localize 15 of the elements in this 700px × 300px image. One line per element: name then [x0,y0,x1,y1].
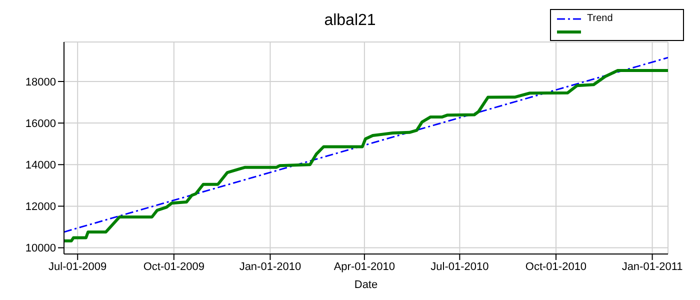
x-tick-label: Jan-01-2010 [239,260,302,273]
x-tick-label: Jan-01-2011 [622,260,683,273]
y-tick-label: 18000 [25,76,56,88]
chart-title: albal21 [324,12,376,29]
y-tick-label: 12000 [25,201,56,214]
legend-label: Trend [587,13,613,24]
y-tick-label: 16000 [25,118,56,130]
y-tick-label: 14000 [25,160,56,172]
x-tick-label: Jul-01-2010 [430,260,489,273]
y-tick-label: 10000 [25,242,56,255]
x-tick-label: Jul-01-2009 [48,260,107,273]
x-tick-label: Apr-01-2010 [334,260,396,273]
x-tick-label: Oct-01-2009 [143,260,204,273]
x-axis-title: Date [354,279,378,291]
x-tick-label: Oct-01-2010 [525,260,587,273]
